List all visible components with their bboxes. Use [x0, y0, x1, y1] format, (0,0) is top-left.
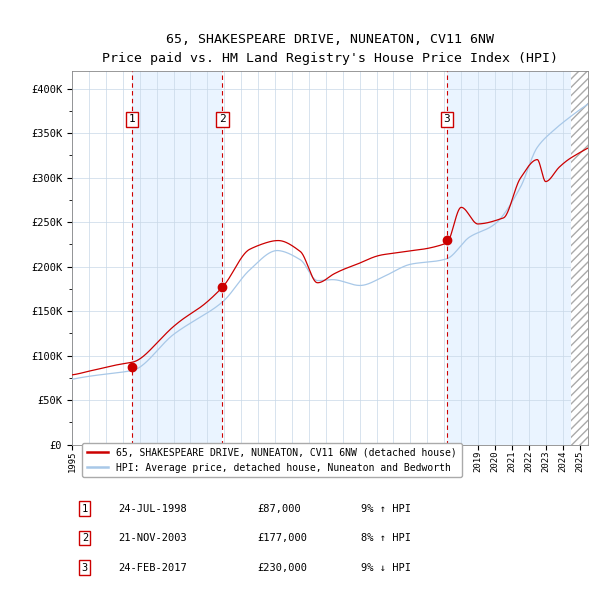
Text: £230,000: £230,000 [258, 562, 308, 572]
Text: 24-JUL-1998: 24-JUL-1998 [118, 504, 187, 514]
Text: 3: 3 [82, 562, 88, 572]
Legend: 65, SHAKESPEARE DRIVE, NUNEATON, CV11 6NW (detached house), HPI: Average price, : 65, SHAKESPEARE DRIVE, NUNEATON, CV11 6N… [82, 443, 461, 477]
Text: 24-FEB-2017: 24-FEB-2017 [118, 562, 187, 572]
Text: 9% ↑ HPI: 9% ↑ HPI [361, 504, 411, 514]
Bar [571, 71, 588, 445]
Text: 1: 1 [129, 114, 136, 124]
Bar [571, 71, 588, 445]
Bar [132, 71, 223, 445]
Text: £177,000: £177,000 [258, 533, 308, 543]
Bar [447, 71, 571, 445]
Text: 2: 2 [219, 114, 226, 124]
Title: 65, SHAKESPEARE DRIVE, NUNEATON, CV11 6NW
Price paid vs. HM Land Registry's Hous: 65, SHAKESPEARE DRIVE, NUNEATON, CV11 6N… [102, 34, 558, 65]
Text: £87,000: £87,000 [258, 504, 302, 514]
Text: 2: 2 [82, 533, 88, 543]
Text: 8% ↑ HPI: 8% ↑ HPI [361, 533, 411, 543]
Text: 9% ↓ HPI: 9% ↓ HPI [361, 562, 411, 572]
Text: 3: 3 [443, 114, 450, 124]
Text: 1: 1 [82, 504, 88, 514]
Text: 21-NOV-2003: 21-NOV-2003 [118, 533, 187, 543]
